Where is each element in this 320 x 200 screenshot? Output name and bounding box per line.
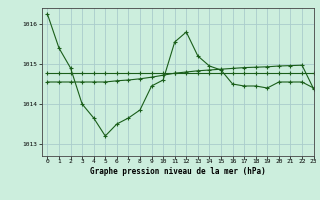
X-axis label: Graphe pression niveau de la mer (hPa): Graphe pression niveau de la mer (hPa) [90, 167, 266, 176]
